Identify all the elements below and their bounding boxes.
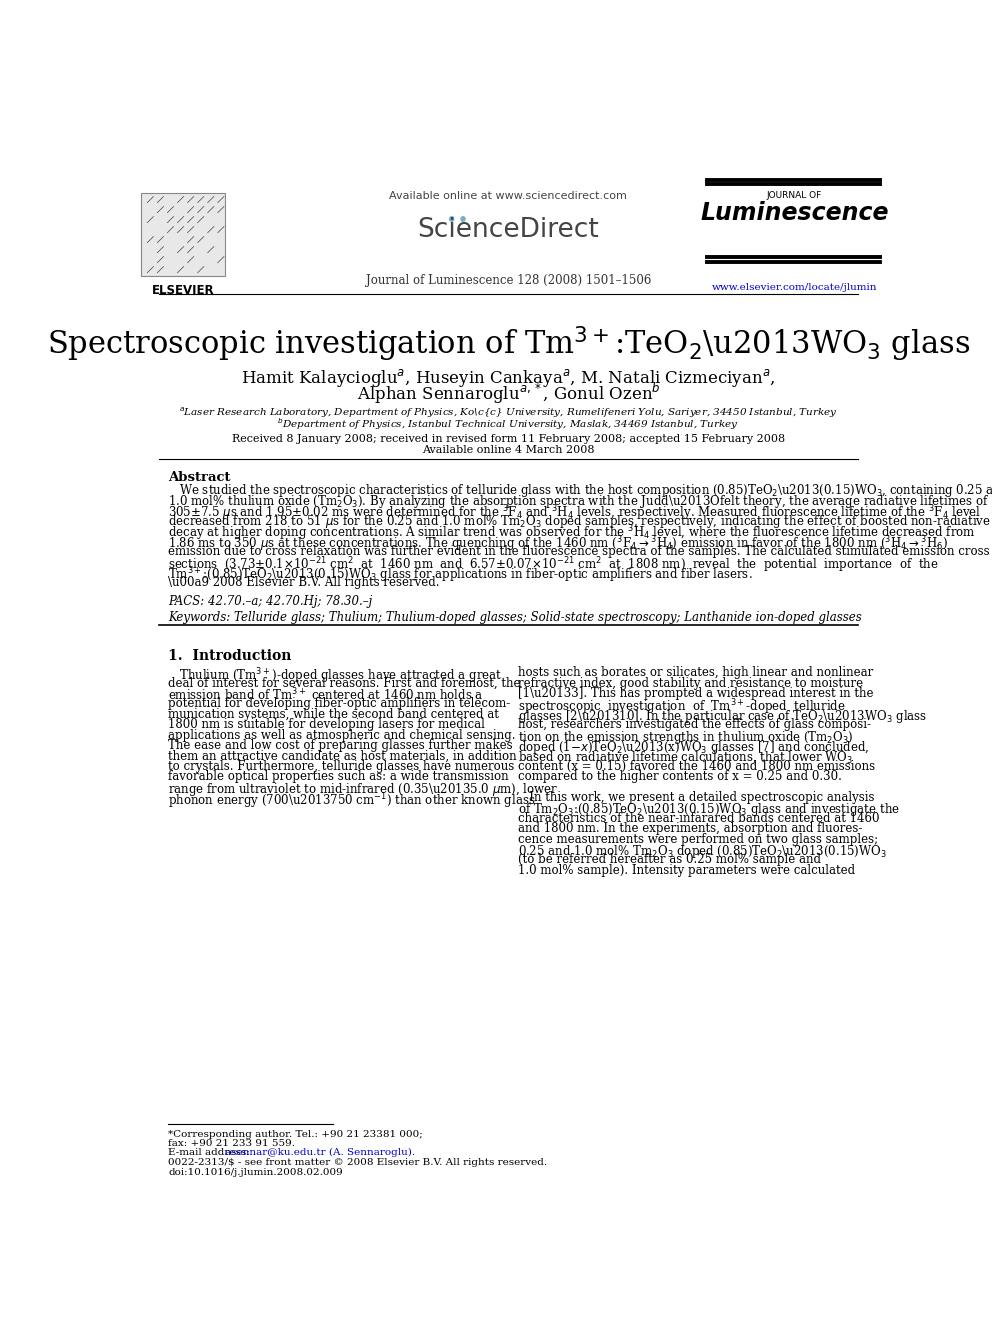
- Text: $^b$Department of Physics, Istanbul Technical University, Maslak, 34469 Istanbul: $^b$Department of Physics, Istanbul Tech…: [278, 415, 739, 431]
- Text: \u00a9 2008 Elsevier B.V. All rights reserved.: \u00a9 2008 Elsevier B.V. All rights res…: [169, 576, 439, 589]
- Text: asennar@ku.edu.tr (A. Sennaroglu).: asennar@ku.edu.tr (A. Sennaroglu).: [225, 1148, 415, 1158]
- Text: doi:10.1016/j.jlumin.2008.02.009: doi:10.1016/j.jlumin.2008.02.009: [169, 1168, 343, 1177]
- Text: ScienceDirect: ScienceDirect: [418, 217, 599, 242]
- Text: 305$\pm$7.5 $\mu$s and 1.95$\pm$0.02 ms were determined for the $^3$F$_4$ and $^: 305$\pm$7.5 $\mu$s and 1.95$\pm$0.02 ms …: [169, 503, 981, 523]
- Text: sections  (3.73$\pm$0.1$\times$10$^{-21}$ cm$^2$  at  1460 nm  and  6.57$\pm$0.0: sections (3.73$\pm$0.1$\times$10$^{-21}$…: [169, 554, 938, 574]
- Text: glasses [2\u201310]. In the particular case of TeO$_2$\u2013WO$_3$ glass: glasses [2\u201310]. In the particular c…: [518, 708, 927, 725]
- Text: tion on the emission strengths in thulium oxide (Tm$_2$O$_3$): tion on the emission strengths in thuliu…: [518, 729, 853, 746]
- Text: 1.  Introduction: 1. Introduction: [169, 650, 292, 663]
- Text: of Tm$_2$O$_3$:(0.85)TeO$_2$\u2013(0.15)WO$_3$ glass and investigate the: of Tm$_2$O$_3$:(0.85)TeO$_2$\u2013(0.15)…: [518, 802, 900, 819]
- Text: applications as well as atmospheric and chemical sensing.: applications as well as atmospheric and …: [169, 729, 516, 742]
- Text: decreased from 218 to 51 $\mu$s for the 0.25 and 1.0 mol% Tm$_2$O$_3$ doped samp: decreased from 218 to 51 $\mu$s for the …: [169, 513, 991, 531]
- Text: to crystals. Furthermore, telluride glasses have numerous: to crystals. Furthermore, telluride glas…: [169, 759, 515, 773]
- Text: favorable optical properties such as: a wide transmission: favorable optical properties such as: a …: [169, 770, 509, 783]
- Text: them an attractive candidate as host materials, in addition: them an attractive candidate as host mat…: [169, 749, 517, 762]
- Text: characteristics of the near-infarared bands centered at 1460: characteristics of the near-infarared ba…: [518, 812, 879, 824]
- Text: Received 8 January 2008; received in revised form 11 February 2008; accepted 15 : Received 8 January 2008; received in rev…: [232, 434, 785, 445]
- Text: Thulium (Tm$^{3+}$)-doped glasses have attracted a great: Thulium (Tm$^{3+}$)-doped glasses have a…: [169, 667, 503, 685]
- Text: compared to the higher contents of x = 0.25 and 0.30.: compared to the higher contents of x = 0…: [518, 770, 841, 783]
- Text: Spectroscopic investigation of Tm$^{3+}$:TeO$_2$\u2013WO$_3$ glass: Spectroscopic investigation of Tm$^{3+}$…: [47, 324, 970, 364]
- Text: 1.86 ms to 350 $\mu$s at these concentrations. The quenching of the 1460 nm ($^3: 1.86 ms to 350 $\mu$s at these concentra…: [169, 534, 948, 554]
- Text: munication systems, while the second band centered at: munication systems, while the second ban…: [169, 708, 499, 721]
- Text: spectroscopic  investigation  of  Tm$^{3+}$-doped  telluride: spectroscopic investigation of Tm$^{3+}$…: [518, 697, 845, 717]
- Text: hosts such as borates or silicates, high linear and nonlinear: hosts such as borates or silicates, high…: [518, 667, 873, 679]
- Text: based on radiative lifetime calculations, that lower WO$_3$: based on radiative lifetime calculations…: [518, 749, 853, 765]
- Text: potential for developing fiber-optic amplifiers in telecom-: potential for developing fiber-optic amp…: [169, 697, 511, 710]
- Text: content (x = 0.15) favored the 1460 and 1800 nm emissions: content (x = 0.15) favored the 1460 and …: [518, 759, 875, 773]
- Text: host, researchers investigated the effects of glass composi-: host, researchers investigated the effec…: [518, 718, 871, 732]
- Text: Abstract: Abstract: [169, 471, 231, 484]
- Text: Available online at www.sciencedirect.com: Available online at www.sciencedirect.co…: [390, 191, 627, 201]
- Text: 0022-2313/$ - see front matter © 2008 Elsevier B.V. All rights reserved.: 0022-2313/$ - see front matter © 2008 El…: [169, 1158, 548, 1167]
- Text: 1.0 mol% sample). Intensity parameters were calculated: 1.0 mol% sample). Intensity parameters w…: [518, 864, 855, 877]
- Text: In this work, we present a detailed spectroscopic analysis: In this work, we present a detailed spec…: [518, 791, 874, 804]
- Text: 1800 nm is suitable for developing lasers for medical: 1800 nm is suitable for developing laser…: [169, 718, 485, 732]
- Text: Luminescence: Luminescence: [700, 201, 889, 225]
- Text: Keywords: Telluride glass; Thulium; Thulium-doped glasses; Solid-state spectrosc: Keywords: Telluride glass; Thulium; Thul…: [169, 611, 862, 623]
- Text: cence measurements were performed on two glass samples;: cence measurements were performed on two…: [518, 832, 878, 845]
- Text: phonon energy (700\u2013750 cm$^{-1}$) than other known glass: phonon energy (700\u2013750 cm$^{-1}$) t…: [169, 791, 536, 811]
- Text: Journal of Luminescence 128 (2008) 1501–1506: Journal of Luminescence 128 (2008) 1501–…: [366, 274, 651, 287]
- Text: 0.25 and 1.0 mol% Tm$_2$O$_3$ doped (0.85)TeO$_2$\u2013(0.15)WO$_3$: 0.25 and 1.0 mol% Tm$_2$O$_3$ doped (0.8…: [518, 843, 887, 860]
- Text: Hamit Kalaycioglu$^a$, Huseyin Cankaya$^a$, M. Natali Cizmeciyan$^a$,: Hamit Kalaycioglu$^a$, Huseyin Cankaya$^…: [241, 366, 776, 389]
- Text: range from ultraviolet to mid-infrared (0.35\u20135.0 $\mu$m), lower: range from ultraviolet to mid-infrared (…: [169, 781, 558, 798]
- Text: fax: +90 21 233 91 559.: fax: +90 21 233 91 559.: [169, 1139, 296, 1148]
- Text: E-mail address:: E-mail address:: [169, 1148, 253, 1158]
- Text: ELSEVIER: ELSEVIER: [152, 283, 214, 296]
- Text: Tm$^{3+}$:(0.85)TeO$_2$\u2013(0.15)WO$_3$ glass for applications in fiber-optic : Tm$^{3+}$:(0.85)TeO$_2$\u2013(0.15)WO$_3…: [169, 565, 753, 585]
- Text: [1\u20133]. This has prompted a widespread interest in the: [1\u20133]. This has prompted a widespre…: [518, 687, 873, 700]
- Text: ••: ••: [445, 212, 481, 230]
- Text: decay at higher doping concentrations. A similar trend was observed for the $^3$: decay at higher doping concentrations. A…: [169, 524, 976, 544]
- Text: www.elsevier.com/locate/jlumin: www.elsevier.com/locate/jlumin: [711, 283, 877, 292]
- Text: PACS: 42.70.–a; 42.70.Hj; 78.30.–j: PACS: 42.70.–a; 42.70.Hj; 78.30.–j: [169, 595, 372, 609]
- Text: refractive index, good stability and resistance to moisture: refractive index, good stability and res…: [518, 676, 863, 689]
- Text: The ease and low cost of preparing glasses further makes: The ease and low cost of preparing glass…: [169, 740, 513, 751]
- Text: (to be referred hereafter as 0.25 mol% sample and: (to be referred hereafter as 0.25 mol% s…: [518, 853, 820, 867]
- Text: doped (1$-x$)TeO$_2$\u2013(x)WO$_3$ glasses [7] and concluded,: doped (1$-x$)TeO$_2$\u2013(x)WO$_3$ glas…: [518, 740, 869, 755]
- Text: We studied the spectroscopic characteristics of telluride glass with the host co: We studied the spectroscopic characteris…: [169, 482, 992, 499]
- Text: 1.0 mol% thulium oxide (Tm$_2$O$_3$). By analyzing the absorption spectra with t: 1.0 mol% thulium oxide (Tm$_2$O$_3$). By…: [169, 492, 989, 509]
- Bar: [141, 193, 225, 275]
- Text: Alphan Sennaroglu$^{a,*}$, Gonul Ozen$^b$: Alphan Sennaroglu$^{a,*}$, Gonul Ozen$^b…: [356, 381, 661, 406]
- Text: deal of interest for several reasons. First and foremost, the: deal of interest for several reasons. Fi…: [169, 676, 521, 689]
- Text: emission due to cross relaxation was further evident in the fluorescence spectra: emission due to cross relaxation was fur…: [169, 545, 990, 557]
- Text: Available online 4 March 2008: Available online 4 March 2008: [423, 446, 594, 455]
- Text: $^a$Laser Research Laboratory, Department of Physics, Ko\c{c} University, Rumeli: $^a$Laser Research Laboratory, Departmen…: [180, 405, 837, 419]
- Text: and 1800 nm. In the experiments, absorption and fluores-: and 1800 nm. In the experiments, absorpt…: [518, 822, 862, 835]
- Text: emission band of Tm$^{3+}$ centered at 1460 nm holds a: emission band of Tm$^{3+}$ centered at 1…: [169, 687, 484, 704]
- Text: JOURNAL OF: JOURNAL OF: [767, 191, 822, 200]
- Text: *Corresponding author. Tel.: +90 21 23381 000;: *Corresponding author. Tel.: +90 21 2338…: [169, 1130, 423, 1139]
